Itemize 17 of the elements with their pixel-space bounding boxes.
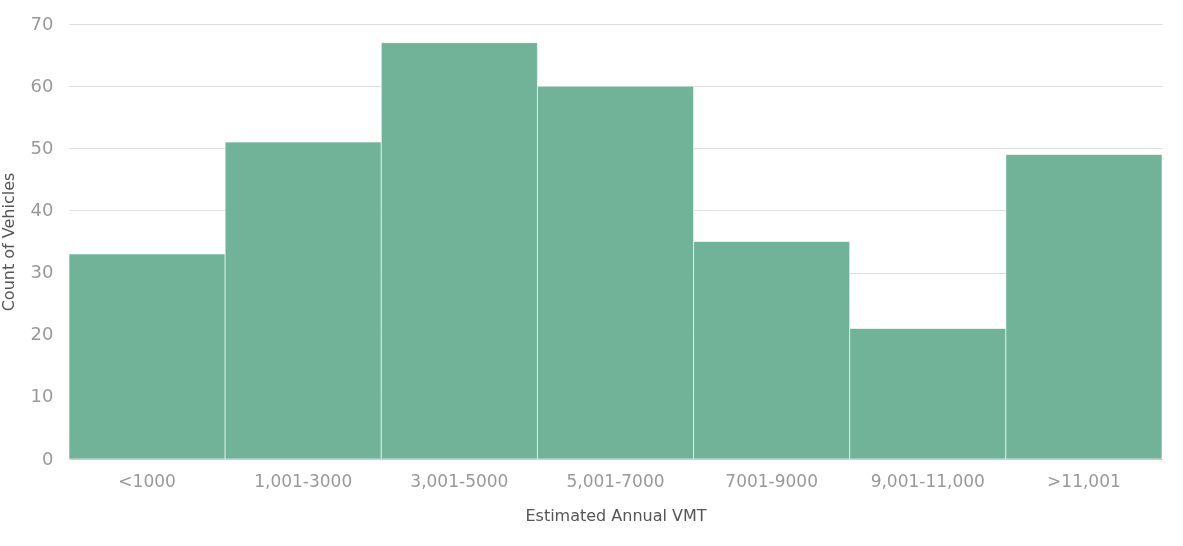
- x-tick-label: 9,001-11,000: [870, 470, 985, 491]
- y-tick-label: 10: [30, 385, 54, 407]
- x-tick-label: 1,001-3000: [254, 470, 353, 491]
- x-tick-label: <1000: [118, 470, 176, 491]
- y-tick-label: 20: [30, 323, 54, 345]
- y-tick-label: 60: [30, 74, 54, 96]
- y-tick-label: 0: [42, 447, 54, 469]
- x-axis-title: Estimated Annual VMT: [525, 505, 707, 525]
- y-tick-label: 50: [30, 136, 54, 158]
- y-axis-title: Count of Vehicles: [0, 172, 18, 312]
- x-tick-label: >11,001: [1047, 470, 1121, 491]
- x-tick-label: 5,001-7000: [566, 470, 665, 491]
- y-tick-label: 30: [30, 261, 54, 283]
- y-tick-label: 40: [30, 198, 54, 220]
- x-tick-label: 7001-9000: [725, 470, 818, 491]
- x-tick-label: 3,001-5000: [410, 470, 509, 491]
- y-tick-label: 70: [30, 12, 54, 34]
